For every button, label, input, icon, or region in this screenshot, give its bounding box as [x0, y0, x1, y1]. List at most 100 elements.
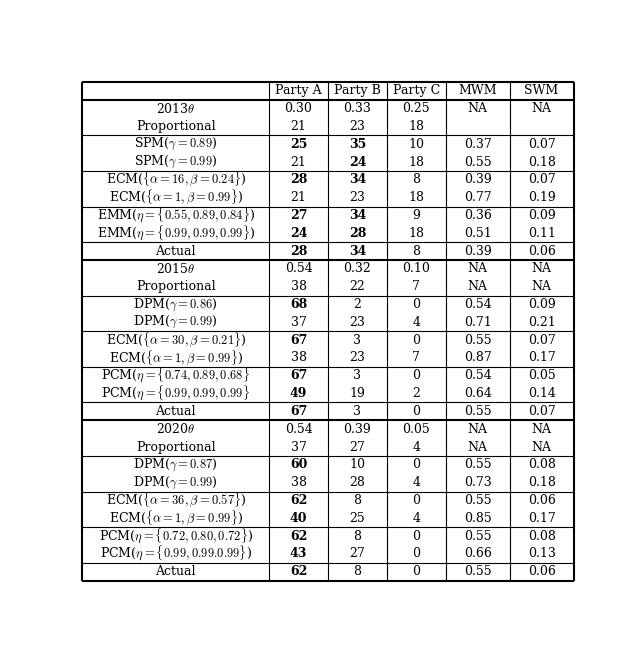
- Text: 0: 0: [412, 334, 420, 347]
- Text: 18: 18: [408, 191, 424, 204]
- Text: 0.66: 0.66: [464, 547, 492, 560]
- Text: 27: 27: [290, 209, 307, 222]
- Text: 23: 23: [349, 191, 365, 204]
- Text: 0.33: 0.33: [344, 102, 371, 115]
- Text: 0.17: 0.17: [528, 511, 556, 525]
- Text: Actual: Actual: [156, 565, 196, 578]
- Text: PCM($\eta = \{0.99, 0.99.0.99\}$): PCM($\eta = \{0.99, 0.99.0.99\}$): [100, 544, 252, 563]
- Text: ECM($\{\alpha = 1, \beta = 0.99\}$): ECM($\{\alpha = 1, \beta = 0.99\}$): [109, 509, 243, 528]
- Text: 34: 34: [349, 245, 366, 258]
- Text: 62: 62: [290, 565, 307, 578]
- Text: Actual: Actual: [156, 405, 196, 418]
- Text: 60: 60: [290, 458, 307, 472]
- Text: Proportional: Proportional: [136, 281, 216, 293]
- Text: 0.07: 0.07: [528, 334, 556, 347]
- Text: 0: 0: [412, 405, 420, 418]
- Text: NA: NA: [532, 102, 552, 115]
- Text: 37: 37: [291, 441, 307, 453]
- Text: 21: 21: [291, 120, 307, 133]
- Text: DPM($\gamma = 0.87$): DPM($\gamma = 0.87$): [133, 456, 218, 473]
- Text: 23: 23: [349, 316, 365, 329]
- Text: 0.19: 0.19: [528, 191, 556, 204]
- Text: 0.08: 0.08: [527, 458, 556, 472]
- Text: 28: 28: [290, 245, 307, 258]
- Text: 10: 10: [408, 138, 424, 151]
- Text: 0.71: 0.71: [464, 316, 492, 329]
- Text: 2020$\theta$: 2020$\theta$: [156, 422, 196, 436]
- Text: PCM($\eta = \{0.72, 0.80, 0.72\}$): PCM($\eta = \{0.72, 0.80, 0.72\}$): [99, 526, 253, 545]
- Text: EMM($\eta = \{0.99, 0.99, 0.99\}$): EMM($\eta = \{0.99, 0.99, 0.99\}$): [97, 224, 255, 243]
- Text: NA: NA: [468, 102, 488, 115]
- Text: 3: 3: [353, 334, 362, 347]
- Text: 28: 28: [349, 227, 366, 240]
- Text: 0.08: 0.08: [527, 530, 556, 543]
- Text: DPM($\gamma = 0.99$): DPM($\gamma = 0.99$): [133, 475, 218, 490]
- Text: 0.39: 0.39: [464, 245, 492, 258]
- Text: PCM($\eta = \{0.74, 0.89, 0.68\}$: PCM($\eta = \{0.74, 0.89, 0.68\}$: [101, 366, 250, 385]
- Text: NA: NA: [468, 422, 488, 436]
- Text: 4: 4: [412, 476, 420, 489]
- Text: 0.25: 0.25: [403, 102, 430, 115]
- Text: DPM($\gamma = 0.99$): DPM($\gamma = 0.99$): [133, 315, 218, 330]
- Text: 38: 38: [291, 351, 307, 364]
- Text: 0.06: 0.06: [527, 494, 556, 507]
- Text: 0: 0: [412, 530, 420, 543]
- Text: SPM($\gamma = 0.89$): SPM($\gamma = 0.89$): [134, 136, 218, 152]
- Text: 24: 24: [290, 227, 307, 240]
- Text: 3: 3: [353, 405, 362, 418]
- Text: 0.55: 0.55: [464, 494, 492, 507]
- Text: 0.55: 0.55: [464, 530, 492, 543]
- Text: PCM($\eta = \{0.99, 0.99, 0.99\}$: PCM($\eta = \{0.99, 0.99, 0.99\}$: [101, 384, 250, 403]
- Text: 25: 25: [349, 511, 365, 525]
- Text: 0.07: 0.07: [528, 405, 556, 418]
- Text: NA: NA: [468, 441, 488, 453]
- Text: 8: 8: [353, 565, 362, 578]
- Text: 68: 68: [290, 298, 307, 311]
- Text: 0.87: 0.87: [464, 351, 492, 364]
- Text: 0.05: 0.05: [528, 370, 556, 383]
- Text: 21: 21: [291, 156, 307, 169]
- Text: 0: 0: [412, 494, 420, 507]
- Text: 0.39: 0.39: [464, 173, 492, 186]
- Text: 4: 4: [412, 511, 420, 525]
- Text: Party A: Party A: [275, 84, 322, 97]
- Text: ECM($\{\alpha = 1, \beta = 0.99\}$): ECM($\{\alpha = 1, \beta = 0.99\}$): [109, 349, 243, 368]
- Text: 27: 27: [349, 547, 365, 560]
- Text: ECM($\{\alpha = 1, \beta = 0.99\}$): ECM($\{\alpha = 1, \beta = 0.99\}$): [109, 188, 243, 207]
- Text: 8: 8: [353, 530, 362, 543]
- Text: 0.17: 0.17: [528, 351, 556, 364]
- Text: 0.54: 0.54: [464, 370, 492, 383]
- Text: 0.64: 0.64: [464, 387, 492, 400]
- Text: 0.85: 0.85: [464, 511, 492, 525]
- Text: 28: 28: [290, 173, 307, 186]
- Text: NA: NA: [532, 281, 552, 293]
- Text: SWM: SWM: [524, 84, 559, 97]
- Text: Actual: Actual: [156, 245, 196, 258]
- Text: 22: 22: [349, 281, 365, 293]
- Text: 8: 8: [412, 245, 420, 258]
- Text: 4: 4: [412, 316, 420, 329]
- Text: 0.51: 0.51: [464, 227, 492, 240]
- Text: 34: 34: [349, 209, 366, 222]
- Text: 25: 25: [290, 138, 307, 151]
- Text: 27: 27: [349, 441, 365, 453]
- Text: 0.11: 0.11: [527, 227, 556, 240]
- Text: 34: 34: [349, 173, 366, 186]
- Text: 49: 49: [290, 387, 307, 400]
- Text: DPM($\gamma = 0.86$): DPM($\gamma = 0.86$): [133, 296, 218, 313]
- Text: 0.55: 0.55: [464, 565, 492, 578]
- Text: 0.55: 0.55: [464, 334, 492, 347]
- Text: 62: 62: [290, 494, 307, 507]
- Text: 19: 19: [349, 387, 365, 400]
- Text: 0.18: 0.18: [527, 156, 556, 169]
- Text: 38: 38: [291, 476, 307, 489]
- Text: 37: 37: [291, 316, 307, 329]
- Text: 0.36: 0.36: [464, 209, 492, 222]
- Text: 0.39: 0.39: [344, 422, 371, 436]
- Text: 67: 67: [290, 334, 307, 347]
- Text: 24: 24: [349, 156, 366, 169]
- Text: ECM($\{\alpha = 30, \beta = 0.21\}$): ECM($\{\alpha = 30, \beta = 0.21\}$): [106, 331, 246, 350]
- Text: EMM($\eta = \{0.55, 0.89, 0.84\}$): EMM($\eta = \{0.55, 0.89, 0.84\}$): [97, 206, 255, 225]
- Text: Party B: Party B: [334, 84, 381, 97]
- Text: MWM: MWM: [458, 84, 497, 97]
